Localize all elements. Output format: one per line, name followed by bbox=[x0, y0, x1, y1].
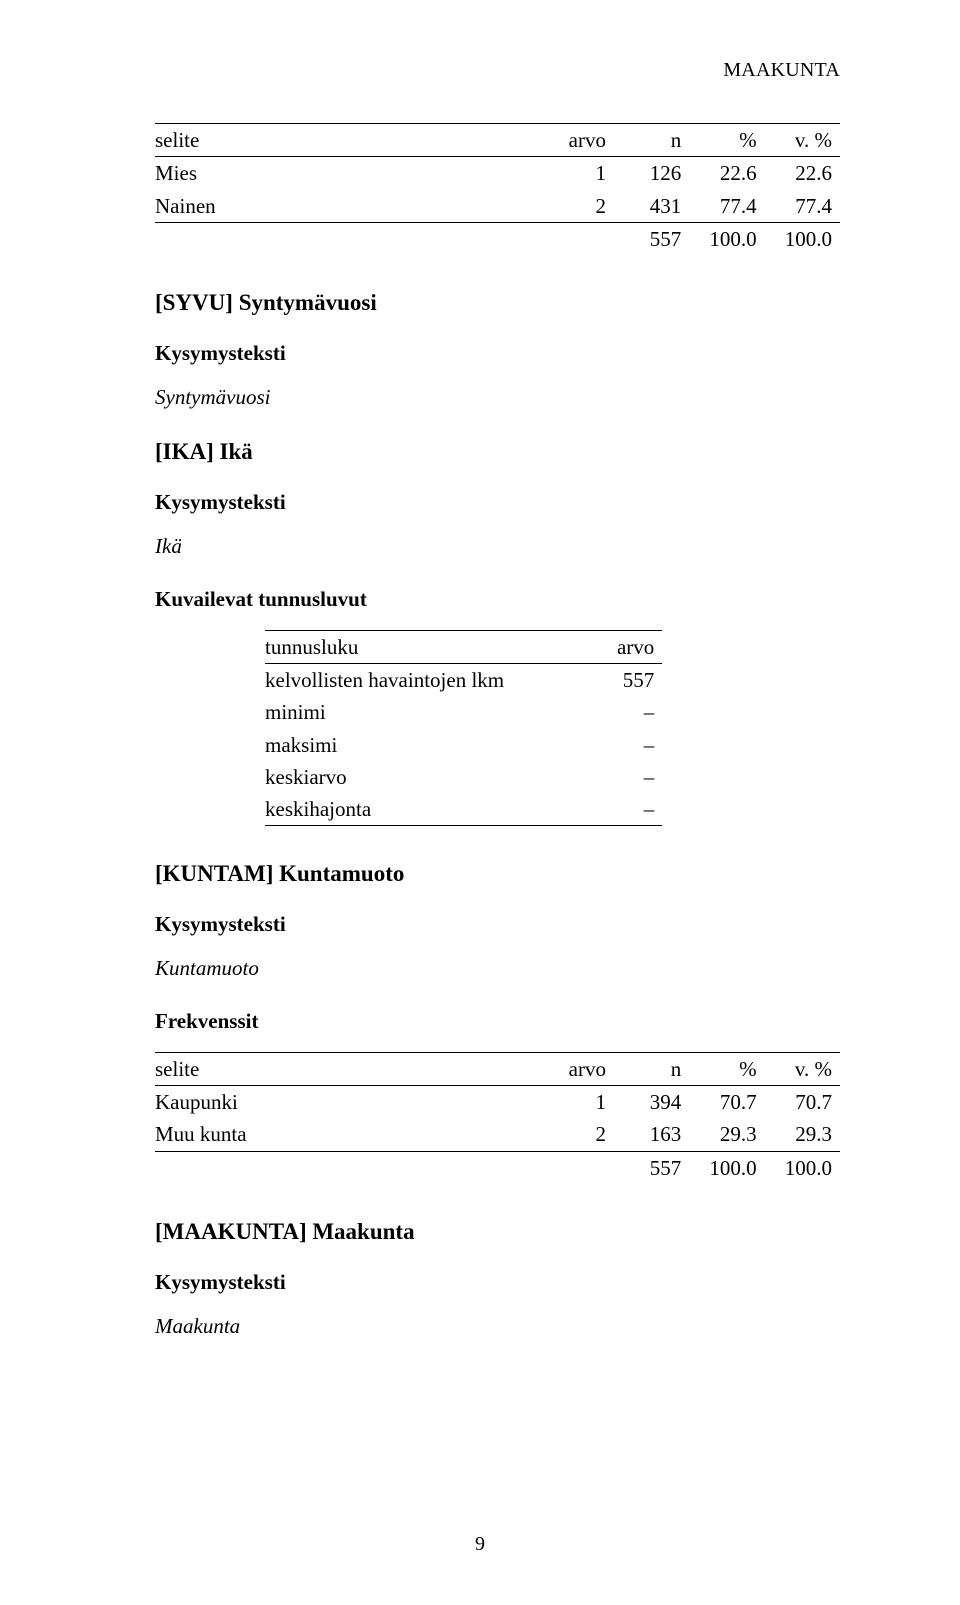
cell-arvo: 2 bbox=[552, 1118, 614, 1151]
table-row: Muu kunta 2 163 29.3 29.3 bbox=[155, 1118, 840, 1151]
table-row: Mies 1 126 22.6 22.6 bbox=[155, 157, 840, 190]
cell-pct: 77.4 bbox=[689, 190, 764, 223]
col-selite: selite bbox=[155, 1052, 552, 1085]
cell-label: Mies bbox=[155, 157, 552, 190]
var-title-kuntam: [KUNTAM] Kuntamuoto bbox=[155, 860, 840, 889]
cell-pct: 29.3 bbox=[689, 1118, 764, 1151]
cell-label: Muu kunta bbox=[155, 1118, 552, 1151]
col-vpct: v. % bbox=[765, 1052, 840, 1085]
subheading: Kysymysteksti bbox=[155, 340, 840, 366]
table-header-row: tunnusluku arvo bbox=[265, 630, 662, 663]
cell-val: – bbox=[551, 696, 662, 728]
cell-n: 431 bbox=[614, 190, 689, 223]
col-key: tunnusluku bbox=[265, 630, 551, 663]
cell-vpct: 22.6 bbox=[765, 157, 840, 190]
cell-label: Kaupunki bbox=[155, 1086, 552, 1119]
cell-val: – bbox=[551, 729, 662, 761]
col-vpct: v. % bbox=[765, 124, 840, 157]
question-text: Maakunta bbox=[155, 1313, 840, 1339]
col-pct: % bbox=[689, 124, 764, 157]
cell-pct: 22.6 bbox=[689, 157, 764, 190]
col-arvo: arvo bbox=[552, 124, 614, 157]
subheading: Kysymysteksti bbox=[155, 911, 840, 937]
gender-table: selite arvo n % v. % Mies 1 126 22.6 22.… bbox=[155, 123, 840, 255]
col-arvo: arvo bbox=[552, 1052, 614, 1085]
table-row: kelvollisten havaintojen lkm 557 bbox=[265, 664, 662, 697]
table-row: keskihajonta – bbox=[265, 793, 662, 826]
subheading: Kysymysteksti bbox=[155, 1269, 840, 1295]
col-val: arvo bbox=[551, 630, 662, 663]
col-selite: selite bbox=[155, 124, 552, 157]
cell-vpct: 100.0 bbox=[765, 1151, 840, 1184]
table-header-row: selite arvo n % v. % bbox=[155, 1052, 840, 1085]
cell-key: kelvollisten havaintojen lkm bbox=[265, 664, 551, 697]
var-title-ika: [IKA] Ikä bbox=[155, 438, 840, 467]
stats-heading: Kuvailevat tunnusluvut bbox=[155, 586, 840, 612]
page-number: 9 bbox=[0, 1532, 960, 1557]
cell-key: maksimi bbox=[265, 729, 551, 761]
cell-key: minimi bbox=[265, 696, 551, 728]
table-row: keskiarvo – bbox=[265, 761, 662, 793]
cell-vpct: 29.3 bbox=[765, 1118, 840, 1151]
cell-key: keskihajonta bbox=[265, 793, 551, 826]
table-header-row: selite arvo n % v. % bbox=[155, 124, 840, 157]
col-n: n bbox=[614, 1052, 689, 1085]
cell-val: – bbox=[551, 761, 662, 793]
cell-arvo: 1 bbox=[552, 1086, 614, 1119]
kuntam-table: selite arvo n % v. % Kaupunki 1 394 70.7… bbox=[155, 1052, 840, 1184]
cell-arvo: 2 bbox=[552, 190, 614, 223]
page: MAAKUNTA selite arvo n % v. % Mies 1 126… bbox=[0, 0, 960, 1605]
cell-pct: 70.7 bbox=[689, 1086, 764, 1119]
table-total-row: 557 100.0 100.0 bbox=[155, 1151, 840, 1184]
cell-vpct: 70.7 bbox=[765, 1086, 840, 1119]
table-total-row: 557 100.0 100.0 bbox=[155, 222, 840, 255]
subheading: Kysymysteksti bbox=[155, 489, 840, 515]
cell-val: 557 bbox=[551, 664, 662, 697]
question-text: Ikä bbox=[155, 533, 840, 559]
cell-val: – bbox=[551, 793, 662, 826]
question-text: Syntymävuosi bbox=[155, 384, 840, 410]
cell-vpct: 77.4 bbox=[765, 190, 840, 223]
cell-n: 126 bbox=[614, 157, 689, 190]
cell-key: keskiarvo bbox=[265, 761, 551, 793]
cell-n: 394 bbox=[614, 1086, 689, 1119]
cell-pct: 100.0 bbox=[689, 1151, 764, 1184]
cell-arvo: 1 bbox=[552, 157, 614, 190]
cell-n: 557 bbox=[614, 222, 689, 255]
col-pct: % bbox=[689, 1052, 764, 1085]
var-title-syvu: [SYVU] Syntymävuosi bbox=[155, 289, 840, 318]
running-head: MAAKUNTA bbox=[155, 58, 840, 83]
cell-pct: 100.0 bbox=[689, 222, 764, 255]
stats-table: tunnusluku arvo kelvollisten havaintojen… bbox=[265, 630, 662, 827]
freq-heading: Frekvenssit bbox=[155, 1008, 840, 1034]
cell-n: 557 bbox=[614, 1151, 689, 1184]
col-n: n bbox=[614, 124, 689, 157]
var-title-maakunta: [MAAKUNTA] Maakunta bbox=[155, 1218, 840, 1247]
cell-vpct: 100.0 bbox=[765, 222, 840, 255]
table-row: Nainen 2 431 77.4 77.4 bbox=[155, 190, 840, 223]
table-row: maksimi – bbox=[265, 729, 662, 761]
question-text: Kuntamuoto bbox=[155, 955, 840, 981]
table-row: Kaupunki 1 394 70.7 70.7 bbox=[155, 1086, 840, 1119]
cell-n: 163 bbox=[614, 1118, 689, 1151]
table-row: minimi – bbox=[265, 696, 662, 728]
cell-label: Nainen bbox=[155, 190, 552, 223]
